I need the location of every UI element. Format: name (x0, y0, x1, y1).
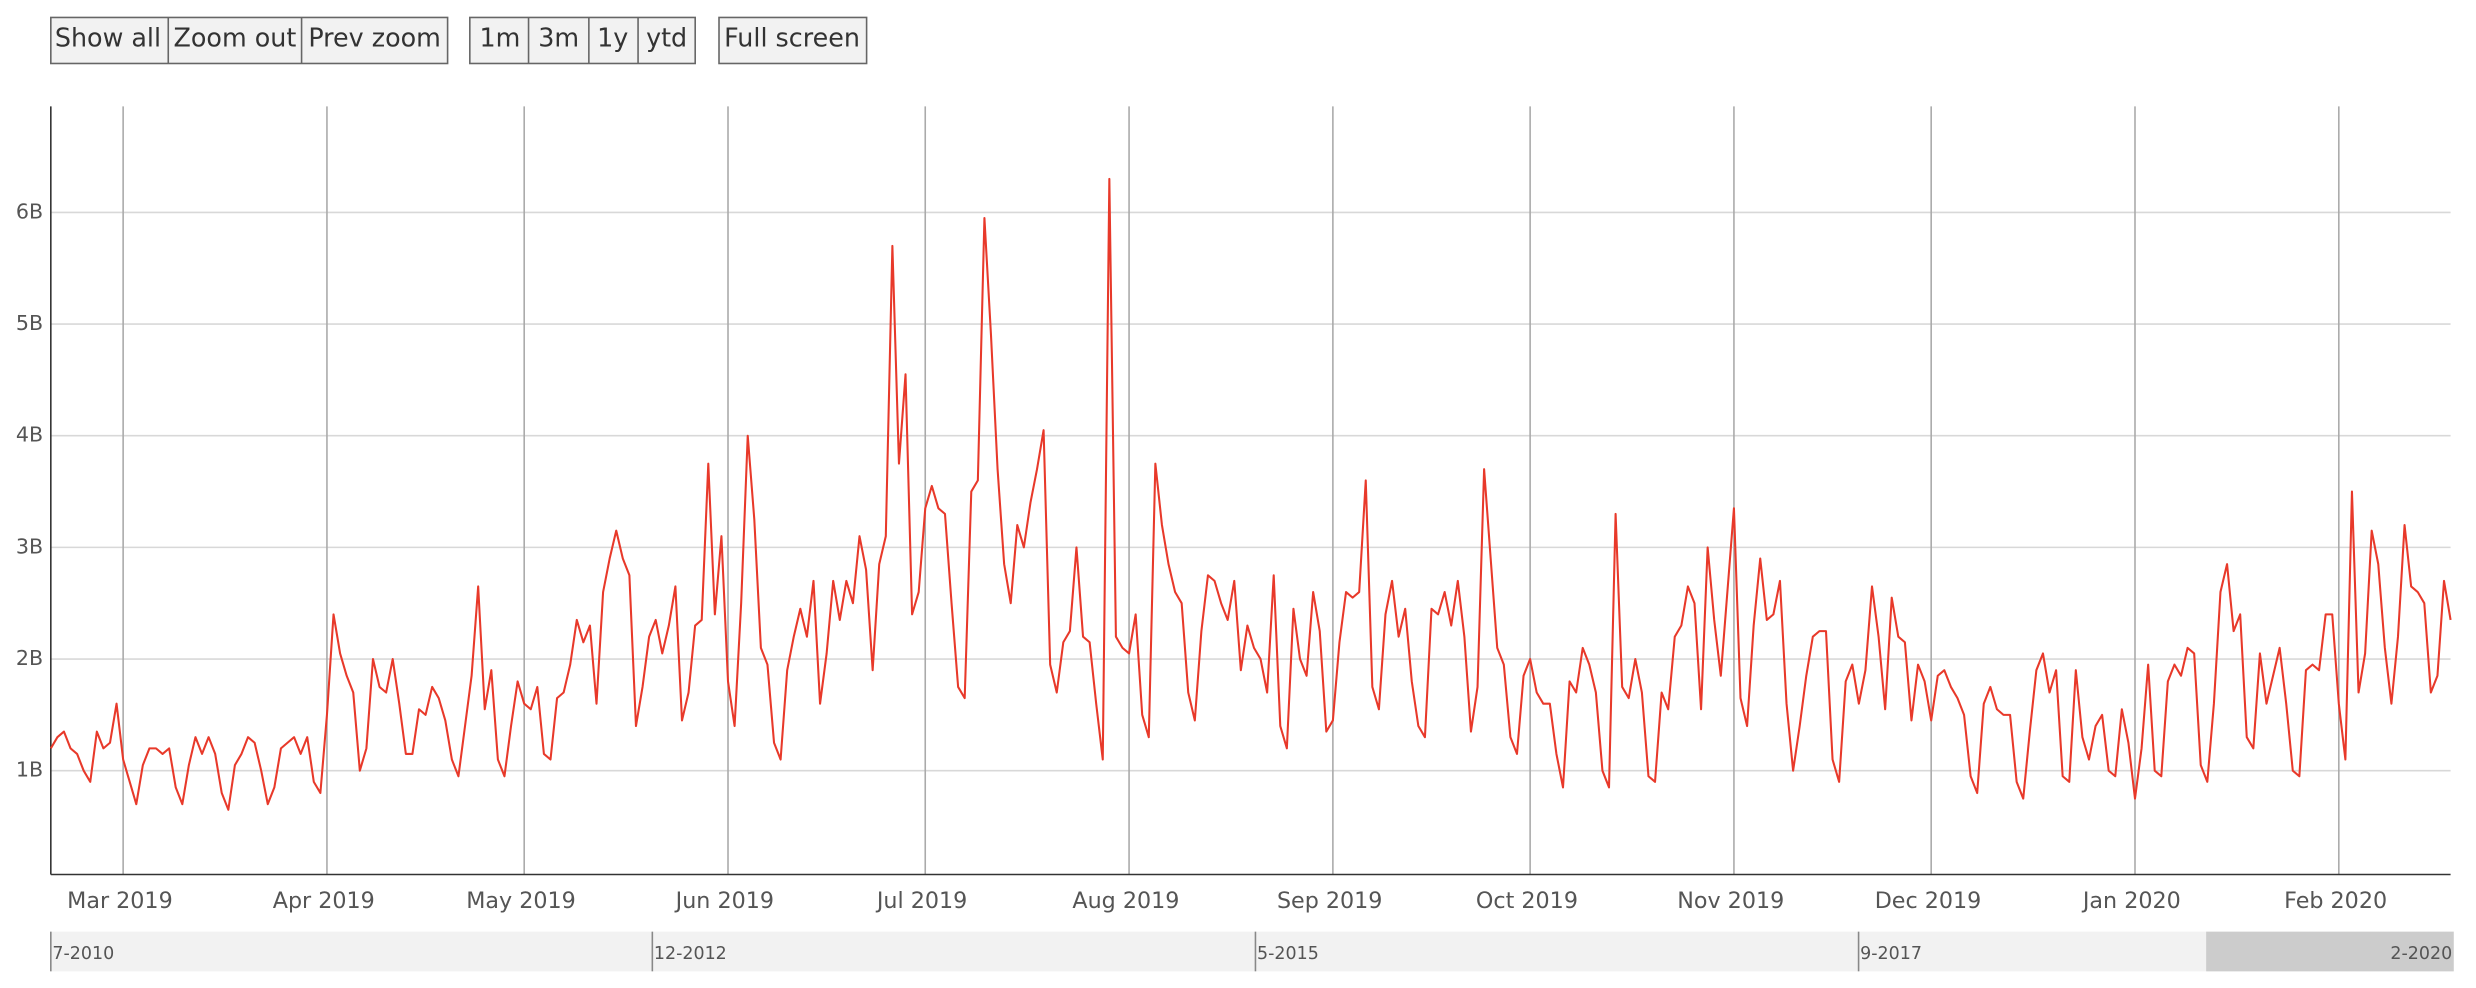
navigator-label: 9-2017 (1860, 944, 1922, 964)
navigator-label: 2-2020 (2390, 944, 2452, 964)
x-tick-label: Sep 2019 (1277, 888, 1382, 914)
plot-area: 1B 2B 3B 4B 5B 6B Mar 2019 Apr 2019 May 2019 Jun … (16, 106, 2452, 914)
x-tick-label: Jan 2020 (2081, 888, 2181, 914)
x-tick-label: Aug 2019 (1072, 888, 1179, 914)
navigator-track (50, 931, 2454, 972)
toolbar: Show all Zoom out Prev zoom 1m 3m 1y ytd… (50, 16, 868, 65)
button-label[interactable]: ytd (646, 23, 687, 53)
button-group (50, 16, 449, 65)
button[interactable]: Full screen (718, 16, 868, 65)
x-tick-label: Dec 2019 (1875, 888, 1982, 914)
data-line (49, 177, 2452, 811)
y-tick-label: 2B (16, 646, 43, 670)
button[interactable]: Zoom out (174, 23, 297, 53)
navigator-window[interactable] (2206, 931, 2454, 972)
button-label[interactable]: Prev zoom (308, 23, 441, 53)
x-tick-label: Jul 2019 (875, 888, 967, 914)
button-label[interactable]: 1y (597, 23, 628, 53)
button[interactable]: ytd (646, 23, 687, 53)
button[interactable]: 3m (538, 23, 579, 53)
button-label[interactable]: Zoom out (174, 23, 297, 53)
button-box[interactable] (718, 16, 868, 65)
y-tick-label: 5B (16, 311, 43, 335)
y-tick-label: 1B (16, 758, 43, 782)
button[interactable]: Show all (55, 23, 161, 53)
x-tick-label: Oct 2019 (1476, 888, 1578, 914)
x-tick-label: Nov 2019 (1677, 888, 1784, 914)
button[interactable]: 1m (480, 23, 521, 53)
navigator-label: 5-2015 (1257, 944, 1319, 964)
y-tick-label: 6B (16, 199, 43, 223)
button-label[interactable]: Show all (55, 23, 161, 53)
y-tick-label: 4B (16, 423, 43, 447)
x-tick-label: Jun 2019 (674, 888, 774, 914)
y-tick-label: 3B (16, 534, 43, 558)
navigator-label: 7-2010 (52, 944, 114, 964)
x-tick-label: Apr 2019 (273, 888, 375, 914)
button-group (469, 16, 696, 65)
navigator-label: 12-2012 (654, 944, 727, 964)
x-tick-label: May 2019 (466, 888, 576, 914)
button-label[interactable]: Full screen (724, 23, 860, 53)
x-tick-label: Mar 2019 (67, 888, 173, 914)
navigator: 7-2010 12-2012 5-2015 9-2017 2-2020 (50, 931, 2454, 972)
button[interactable]: 1y (597, 23, 628, 53)
x-tick-label: Feb 2020 (2284, 888, 2387, 914)
button[interactable]: Prev zoom (308, 23, 441, 53)
button-label[interactable]: 3m (538, 23, 579, 53)
button-label[interactable]: 1m (480, 23, 521, 53)
